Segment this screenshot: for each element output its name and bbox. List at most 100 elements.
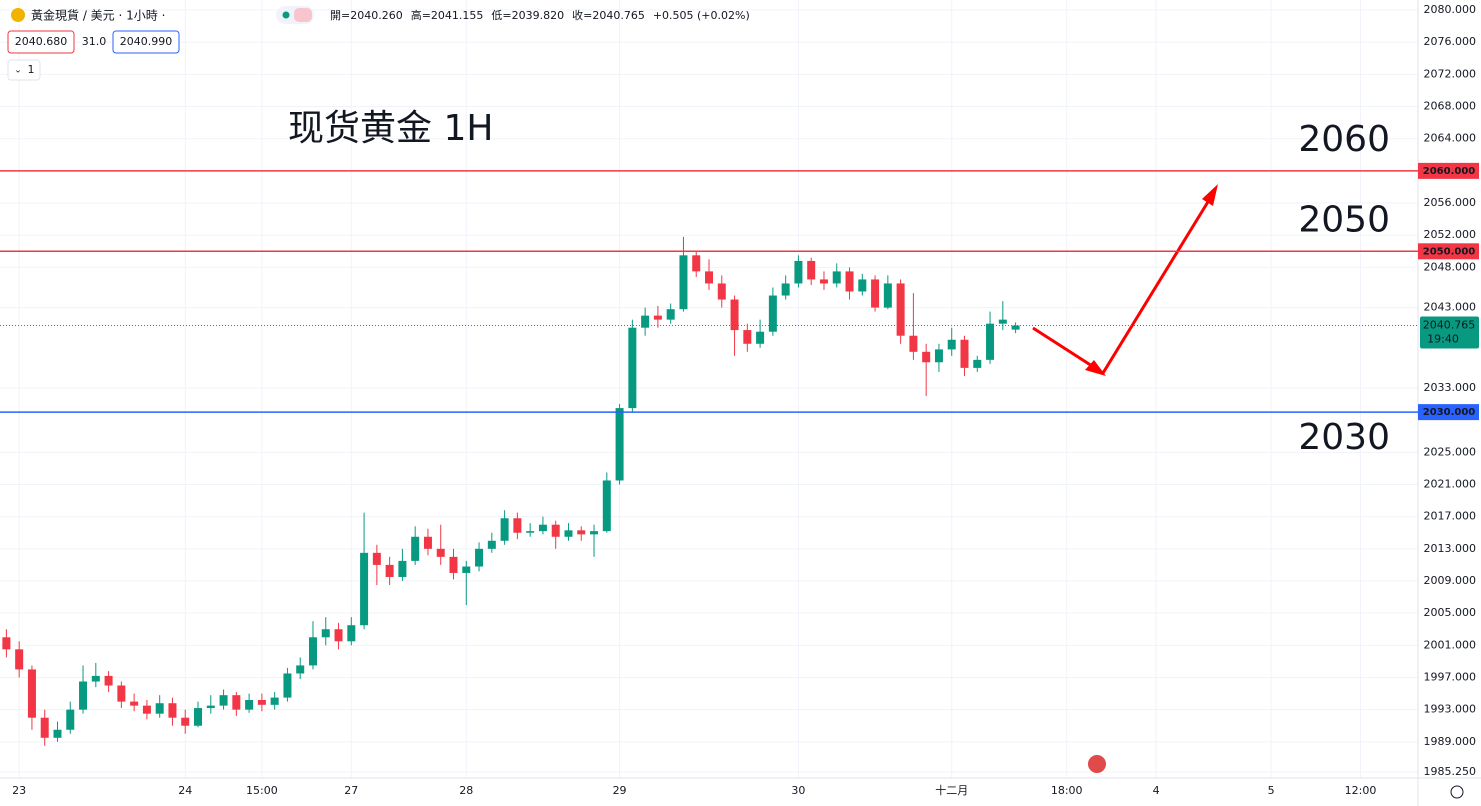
candle-body	[423, 536, 432, 549]
x-tick-label: 30	[791, 784, 805, 797]
level-tag	[1418, 162, 1479, 179]
x-tick-label: 28	[459, 784, 473, 797]
candle-body	[564, 530, 573, 537]
candle-body	[66, 709, 75, 730]
level-tag	[1418, 404, 1479, 421]
last-price-label: 2040.765	[1423, 319, 1476, 332]
level-tag-label: 2060.000	[1423, 166, 1476, 177]
candle-body	[960, 339, 969, 368]
ohlc-value: 低=2039.820	[491, 9, 564, 22]
candle-body	[308, 637, 317, 666]
candle-body	[538, 524, 547, 532]
y-tick-label: 2025.000	[1424, 445, 1477, 458]
candle-body	[692, 255, 701, 272]
candle-body	[155, 703, 164, 714]
candle-body	[883, 283, 892, 308]
candle-body	[666, 309, 675, 320]
candle-body	[628, 327, 637, 409]
candle-body	[372, 552, 381, 565]
ask: 2040.990	[120, 35, 173, 48]
level-tag	[1418, 243, 1479, 260]
y-tick-label: 2013.000	[1424, 542, 1477, 555]
candle-body	[130, 701, 139, 706]
candle-body	[168, 703, 177, 718]
x-tick-label: 15:00	[246, 784, 278, 797]
candle-body	[232, 695, 241, 710]
level-tag-label: 2030.000	[1423, 407, 1476, 418]
candle-body	[181, 717, 190, 726]
candle-body	[206, 705, 215, 709]
candle-body	[819, 279, 828, 284]
candle-body	[551, 524, 560, 537]
candle-body	[500, 518, 509, 541]
candle-body	[602, 480, 611, 532]
settings-icon[interactable]	[1450, 785, 1464, 799]
candle-body	[615, 408, 624, 481]
candle-body	[986, 323, 995, 360]
y-tick-label: 2068.000	[1424, 100, 1477, 113]
candle-body	[462, 566, 471, 573]
y-tick-label: 2064.000	[1424, 132, 1477, 145]
candle-body	[296, 665, 305, 674]
candle-body	[717, 283, 726, 300]
x-tick-label: 4	[1153, 784, 1160, 797]
candle-body	[475, 548, 484, 567]
candle-body	[845, 271, 854, 292]
candle-body	[385, 564, 394, 577]
candle-body	[257, 699, 266, 705]
y-tick-label: 2009.000	[1424, 574, 1477, 587]
candle-body	[513, 518, 522, 533]
candle-body	[743, 330, 752, 344]
y-tick-label: 2052.000	[1424, 228, 1477, 241]
bid: 2040.680	[15, 35, 68, 48]
status-dot	[282, 11, 290, 19]
bid-box[interactable]	[7, 30, 75, 54]
y-tick-label: 2080.000	[1424, 3, 1477, 16]
arrow-head	[1202, 184, 1218, 206]
x-tick-label: 24	[178, 784, 192, 797]
candle-body	[526, 531, 535, 533]
candle-body	[653, 315, 662, 320]
candle-body	[922, 351, 931, 363]
candle-body	[91, 675, 100, 682]
candle-body	[590, 531, 599, 535]
candle-body	[104, 675, 113, 686]
candle-body	[781, 283, 790, 296]
y-tick-label: 2033.000	[1424, 381, 1477, 394]
candle-body	[909, 335, 918, 352]
ask-box[interactable]	[112, 30, 180, 54]
y-tick-label: 2021.000	[1424, 477, 1477, 490]
arrow-head	[1085, 360, 1106, 376]
chevron: ⌄	[14, 66, 22, 76]
symbol: 黃金現貨 / 美元 · 1小時 ·	[31, 8, 165, 23]
y-tick-label: 2001.000	[1424, 638, 1477, 651]
candle-body	[998, 319, 1007, 324]
y-tick-label: 2056.000	[1424, 196, 1477, 209]
candle-body	[679, 255, 688, 310]
y-tick-label: 2048.000	[1424, 260, 1477, 273]
candle-body	[347, 625, 356, 642]
candle-body	[411, 536, 420, 561]
event-flag[interactable]	[1086, 753, 1108, 775]
y-tick-label: 2076.000	[1424, 35, 1477, 48]
spread: 31.0	[82, 35, 107, 48]
candle-body	[321, 629, 330, 638]
candle-body	[871, 279, 880, 308]
candle-body	[245, 699, 254, 710]
ohlc-value: 開=2040.260	[330, 9, 403, 22]
annotation: 现货黄金 1H	[288, 108, 493, 149]
candle-body	[577, 530, 586, 535]
level-text: 2060	[1298, 119, 1390, 160]
candle-body	[807, 260, 816, 280]
candle-body	[79, 681, 88, 710]
indicator-toggle[interactable]	[7, 59, 41, 81]
candle-body	[794, 260, 803, 284]
x-tick-label: 29	[613, 784, 627, 797]
status-icon	[294, 8, 312, 22]
candle-body	[1011, 325, 1020, 330]
candle-body	[436, 548, 445, 557]
countdown: 19:40	[1427, 333, 1459, 346]
candle-body	[117, 685, 126, 702]
candle-body	[730, 299, 739, 331]
